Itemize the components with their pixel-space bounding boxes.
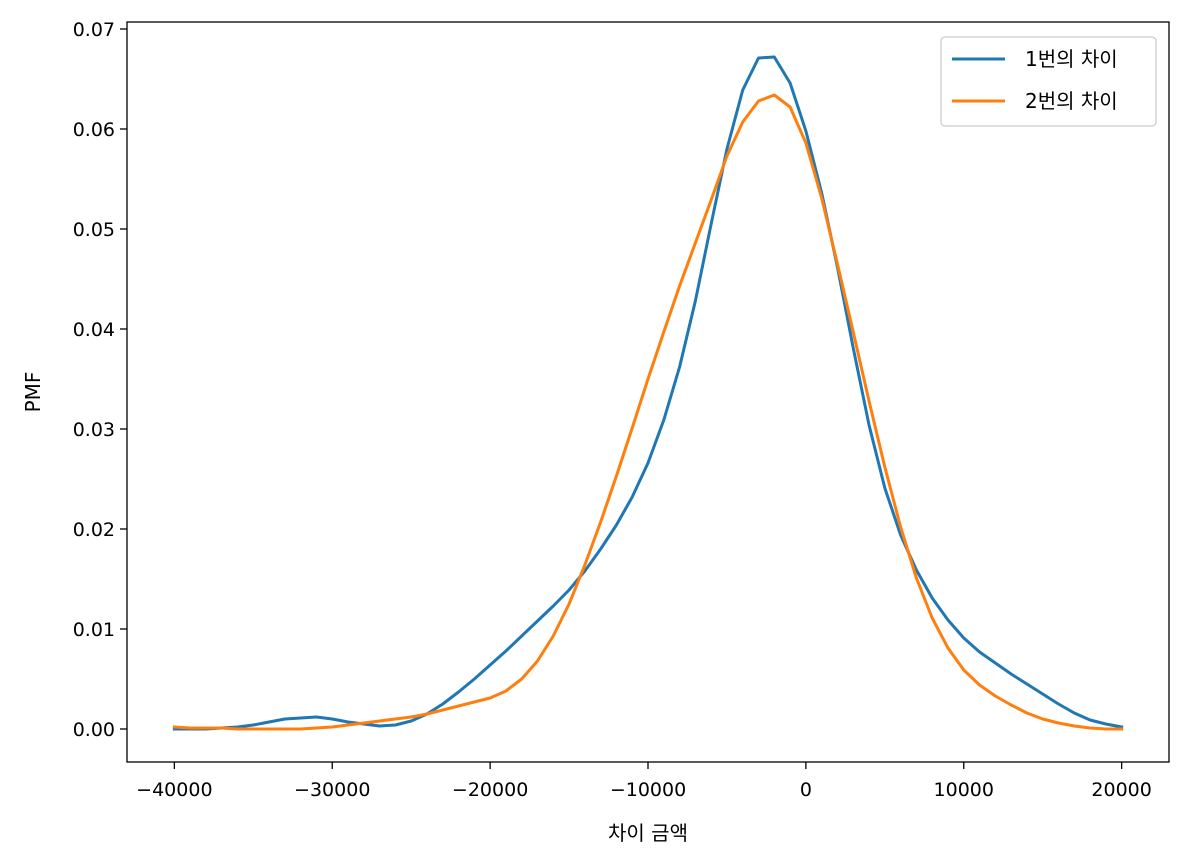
y-axis: 0.00 0.01 0.02 0.03 0.04 0.05 0.06 0.07 <box>73 19 127 741</box>
x-tick-label: −30000 <box>294 779 370 801</box>
x-tick-label: 10000 <box>934 779 994 801</box>
series-line-2 <box>172 93 1124 731</box>
y-tick-label: 0.03 <box>73 419 115 441</box>
legend: 1번의 차이 2번의 차이 <box>940 36 1157 127</box>
x-axis-label: 차이 금액 <box>608 821 688 845</box>
legend-label-series-2: 2번의 차이 <box>1025 89 1118 113</box>
x-tick-label: 20000 <box>1091 779 1151 801</box>
x-axis: −40000 −30000 −20000 −10000 0 10000 20000 <box>136 762 1152 801</box>
y-tick-label: 0.02 <box>73 519 115 541</box>
series-line-1 <box>172 55 1124 731</box>
y-tick-label: 0.07 <box>73 19 115 41</box>
x-tick-label: 0 <box>800 779 812 801</box>
x-tick-label: −40000 <box>136 779 212 801</box>
y-axis-label: PMF <box>21 372 45 413</box>
y-tick-label: 0.06 <box>73 119 115 141</box>
x-tick-label: −10000 <box>610 779 686 801</box>
x-tick-label: −20000 <box>452 779 528 801</box>
series-layer <box>172 55 1124 731</box>
y-tick-label: 0.00 <box>73 719 115 741</box>
legend-label-series-1: 1번의 차이 <box>1025 47 1118 71</box>
y-tick-label: 0.01 <box>73 619 115 641</box>
y-tick-label: 0.04 <box>73 319 115 341</box>
y-tick-label: 0.05 <box>73 219 115 241</box>
